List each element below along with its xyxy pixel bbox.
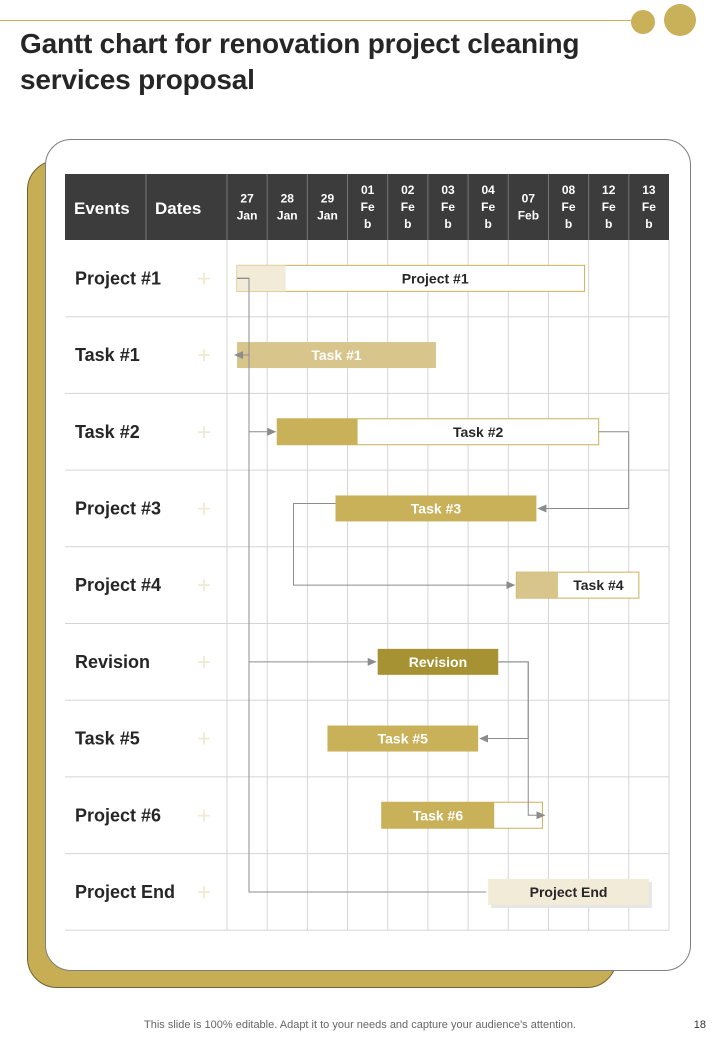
row-label: Project #1: [75, 268, 161, 288]
gantt-bar: [488, 878, 649, 905]
row-plus-marker: +: [197, 265, 211, 292]
row-label: Task #1: [75, 345, 140, 365]
row-label: Project #6: [75, 805, 161, 825]
row-plus-marker: +: [197, 802, 211, 829]
footer-note: This slide is 100% editable. Adapt it to…: [144, 1019, 576, 1031]
gantt-bar-label: Project End: [530, 884, 608, 900]
row-label: Project #4: [75, 575, 161, 595]
date-tick-label: 28 Jan: [277, 192, 298, 223]
page-number: 18: [693, 1019, 706, 1031]
row-plus-marker: +: [197, 419, 211, 446]
row-plus-marker: +: [197, 342, 211, 369]
date-tick-label: 08 Fe b: [562, 183, 576, 231]
gantt-bar-label: Task #1: [311, 347, 362, 363]
gantt-bar-label: Revision: [409, 654, 467, 670]
dependency-arrow: [237, 277, 487, 893]
row-label: Task #5: [75, 729, 140, 749]
row-plus-marker: +: [197, 879, 211, 906]
row-plus-marker: +: [197, 572, 211, 599]
row-label: Project #3: [75, 498, 161, 518]
dependency-arrow: [498, 661, 546, 820]
row-plus-marker: +: [197, 726, 211, 753]
date-tick-label: 13 Fe b: [642, 183, 656, 231]
page-title: Gantt chart for renovation project clean…: [20, 28, 580, 95]
gantt-bar-label: Task #5: [378, 731, 429, 747]
date-tick-label: 01 Fe b: [361, 183, 375, 231]
gantt-bar-label: Project #1: [402, 270, 469, 286]
gantt-bar-progress: [381, 802, 495, 829]
date-tick-label: 12 Fe b: [602, 183, 616, 231]
row-label: Task #2: [75, 422, 140, 442]
row-plus-marker: +: [197, 649, 211, 676]
gantt-bar: [327, 725, 479, 752]
date-tick-label: 29 Jan: [317, 192, 338, 223]
header-events: Events: [74, 199, 130, 218]
header-background: [65, 174, 669, 240]
date-tick-label: 03 Fe b: [441, 183, 455, 231]
row-label: Revision: [75, 652, 150, 672]
gantt-bar-progress: [516, 572, 558, 599]
date-tick-label: 04 Fe b: [481, 183, 495, 231]
gantt-bar-label: Task #3: [411, 500, 462, 516]
gantt-bar-progress: [277, 418, 358, 445]
date-tick-label: 07 Feb: [518, 192, 539, 223]
decor-dot-small: [631, 10, 655, 34]
header-dates: Dates: [155, 199, 201, 218]
gantt-bar: [237, 342, 436, 369]
gantt-bar: [335, 495, 537, 522]
gantt-bar: [377, 648, 499, 675]
date-tick-label: 27 Jan: [237, 192, 258, 223]
gantt-bar-frame: [236, 264, 586, 292]
dependency-arrow: [292, 502, 516, 590]
decor-dot-large: [664, 4, 696, 36]
top-rule: [0, 20, 640, 21]
row-label: Project End: [75, 882, 175, 902]
row-plus-marker: +: [197, 495, 211, 522]
date-tick-label: 02 Fe b: [401, 183, 415, 231]
gantt-bar-label: Task #4: [573, 577, 624, 593]
gantt-bar-label: Task #6: [413, 807, 464, 823]
gantt-bar-label: Task #2: [453, 424, 504, 440]
dependency-arrow: [537, 431, 630, 513]
